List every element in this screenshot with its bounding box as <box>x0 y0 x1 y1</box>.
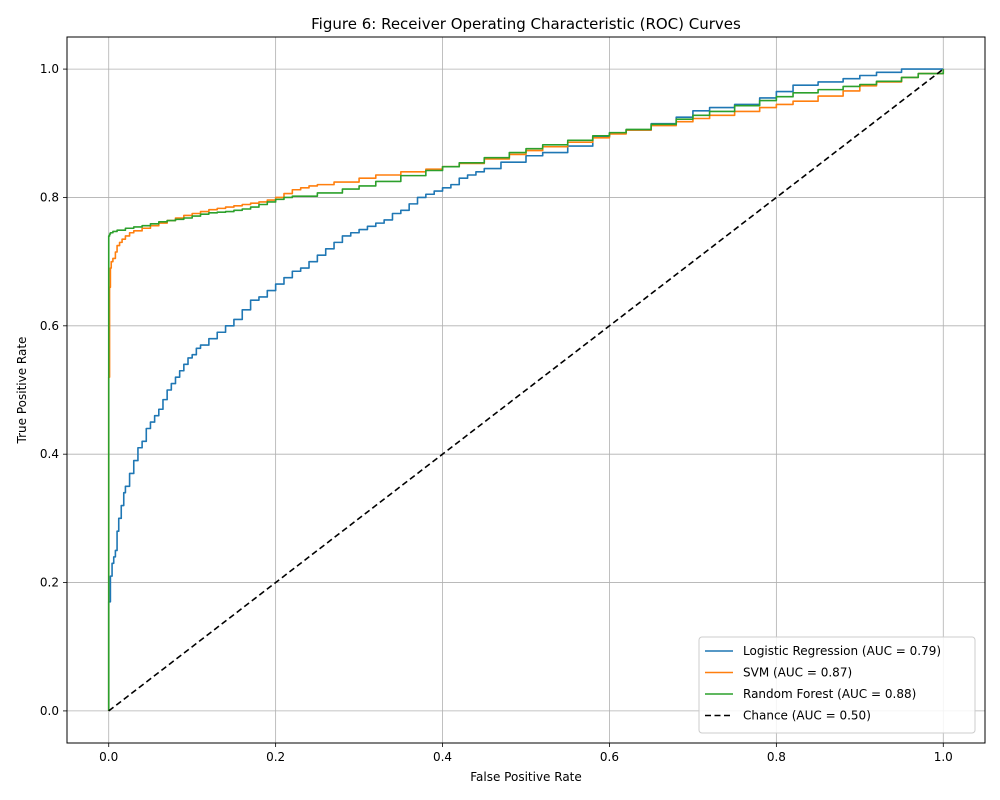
y-tick-label: 0.0 <box>40 704 59 718</box>
chart-title: Figure 6: Receiver Operating Characteris… <box>311 15 741 33</box>
legend: Logistic Regression (AUC = 0.79) SVM (AUC… <box>698 636 976 734</box>
grid-lines <box>67 37 985 743</box>
plot-frame <box>66 36 986 744</box>
x-tick-label: 0.6 <box>600 750 619 764</box>
y-tick-label: 0.6 <box>40 319 59 333</box>
legend-label-0: Logistic Regression (AUC = 0.79) <box>743 644 941 658</box>
x-tick-label: 0.0 <box>99 750 118 764</box>
x-tick-label: 1.0 <box>934 750 953 764</box>
series-line-3 <box>108 68 944 712</box>
x-tick-label: 0.2 <box>266 750 285 764</box>
plot-area <box>107 68 945 712</box>
y-axis-label: True Positive Rate <box>15 337 29 445</box>
x-tick-label: 0.4 <box>433 750 452 764</box>
y-tick-label: 0.4 <box>40 447 59 461</box>
x-axis-label: False Positive Rate <box>470 770 582 784</box>
y-tick-label: 0.2 <box>40 576 59 590</box>
x-axis-ticks: 0.0 0.2 0.4 0.6 0.8 1.0 <box>99 743 953 764</box>
series-line-2 <box>107 69 945 711</box>
legend-label-3: Chance (AUC = 0.50) <box>743 709 871 723</box>
y-tick-label: 1.0 <box>40 62 59 76</box>
legend-label-2: Random Forest (AUC = 0.88) <box>743 687 916 701</box>
y-tick-label: 0.8 <box>40 190 59 204</box>
series-line-1 <box>107 69 945 711</box>
x-tick-label: 0.8 <box>767 750 786 764</box>
legend-box <box>698 636 976 734</box>
legend-label-1: SVM (AUC = 0.87) <box>743 666 852 680</box>
y-axis-ticks: 0.0 0.2 0.4 0.6 0.8 1.0 <box>40 62 67 718</box>
